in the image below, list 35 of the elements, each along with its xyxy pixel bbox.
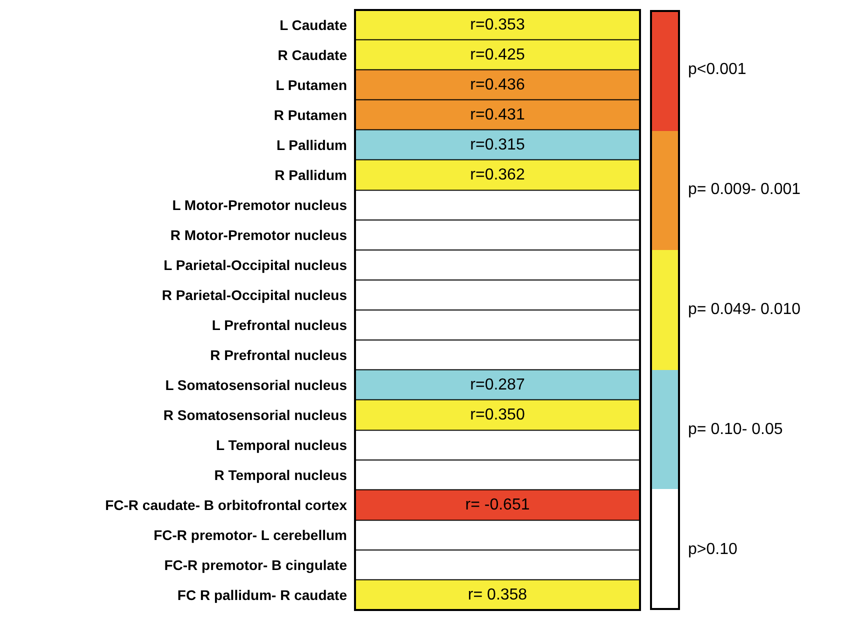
y-tick-label: R Putamen [274,107,347,123]
data-label: r=0.353 [470,16,525,34]
y-tick-label: L Somatosensorial nucleus [165,377,348,393]
y-tick-label: L Pallidum [276,137,347,153]
y-tick-label: FC-R caudate- B orbitofrontal cortex [105,497,348,513]
data-label: r=0.436 [470,76,525,94]
y-tick-label: R Parietal-Occipital nucleus [162,287,348,303]
y-tick-label: L Parietal-Occipital nucleus [164,257,348,273]
text: p= 0.10- 0.05 [688,420,784,440]
y-tick-label: L Temporal nucleus [216,437,348,453]
y-tick-label: L Motor-Premotor nucleus [172,197,348,213]
y-tick-label: R Prefrontal nucleus [210,347,348,363]
data-label: r=0.362 [470,166,525,184]
y-tick-label: R Somatosensorial nucleus [163,407,348,423]
data-label: r=0.431 [470,106,525,124]
y-tick-label: FC-R premotor- B cingulate [164,557,348,573]
y-tick-label: L Putamen [276,77,347,93]
y-tick-label: R Pallidum [274,167,347,183]
text: p= 0.009- 0.001 [688,180,801,200]
y-tick-label: FC-R premotor- L cerebellum [154,527,347,543]
text: p<0.001 [688,60,748,80]
data-label: r=0.315 [470,136,525,154]
y-tick-label: L Caudate [280,17,348,33]
y-tick-label: FC R pallidum- R caudate [177,587,348,603]
y-tick-label: L Prefrontal nucleus [212,317,348,333]
text: p>0.10 [688,540,738,560]
y-tick-label: R Temporal nucleus [214,467,348,483]
data-label: r= 0.358 [468,586,528,604]
y-tick-label: R Caudate [278,47,348,63]
data-label: r=0.287 [470,376,525,394]
text: p= 0.049- 0.010 [688,300,801,320]
y-tick-label: R Motor-Premotor nucleus [170,227,348,243]
data-label: r=0.350 [470,406,525,424]
data-label: r= -0.651 [465,496,530,514]
data-label: r=0.425 [470,46,525,64]
